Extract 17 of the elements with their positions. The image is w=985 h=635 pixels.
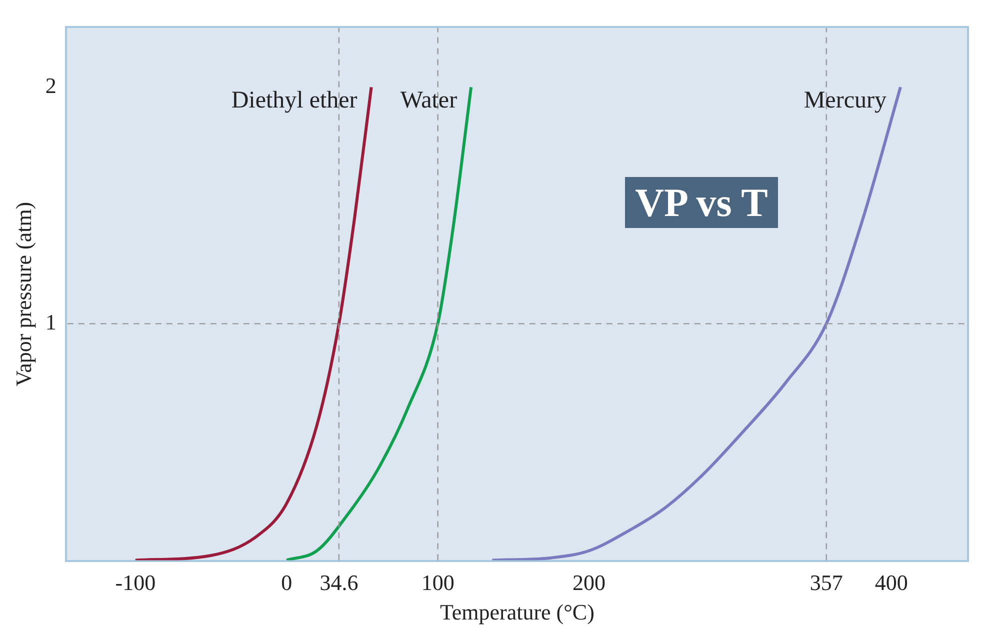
x-tick-label: 357 <box>810 570 843 596</box>
y-tick-label: 1 <box>45 309 56 334</box>
x-tick-label: 200 <box>572 570 606 596</box>
x-tick-label: -100 <box>115 570 156 596</box>
x-tick-label: 400 <box>874 570 908 596</box>
x-tick-label: 100 <box>421 570 454 596</box>
line-series <box>134 86 373 560</box>
x-tick-label: 0 <box>281 570 292 596</box>
line-series <box>490 86 902 560</box>
annotation: VP vs T <box>625 177 778 228</box>
x-axis-title: Temperature (°C) <box>440 600 594 625</box>
y-axis-title: Vapor pressure (atm) <box>10 202 36 386</box>
series-label: Water <box>400 87 458 114</box>
series-label: Mercury <box>804 87 886 114</box>
y-tick-label: 2 <box>45 72 56 98</box>
series-label: Diethyl ether <box>231 87 358 114</box>
x-tick-label: 34.6 <box>320 570 358 596</box>
